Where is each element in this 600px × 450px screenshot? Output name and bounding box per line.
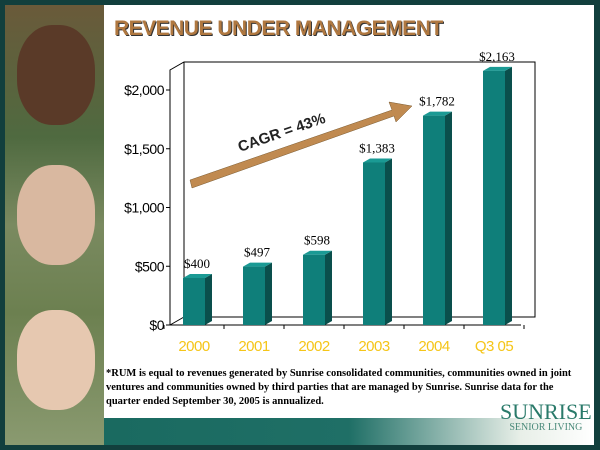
y-tick-label: $500 [135,258,165,274]
bar-top [183,274,212,278]
logo-name: SUNRISE [500,399,592,424]
bar-top [423,111,452,116]
x-tick-label: 2001 [238,338,270,355]
page-title: REVENUE UNDER MANAGEMENT [114,17,443,40]
logo-tagline: SENIOR LIVING [509,422,583,433]
bar [423,115,445,326]
bar-side [205,274,212,325]
y-tick-label: $0 [149,317,164,333]
bar-side [325,250,332,325]
data-label: $1,383 [359,140,395,155]
bar-top [243,262,272,267]
x-tick-label: Q3 05 [475,338,514,355]
content-panel [104,5,594,418]
floor-edge [169,316,185,326]
portrait-photo [17,25,95,125]
portrait-photo [17,165,95,265]
data-label: $2,163 [479,49,515,64]
photo-strip [5,5,104,445]
y-tick-label: $1,500 [124,141,165,157]
bar-side [445,111,452,326]
x-tick-label: 2000 [178,338,210,355]
bar-side [265,262,272,325]
x-tick-label: 2003 [358,338,390,355]
bar-top [363,158,392,163]
bar [183,278,205,325]
y-tick-label: $2,000 [124,82,165,98]
bar-side [505,66,512,325]
bar [363,162,385,325]
data-label: $497 [244,245,271,260]
x-tick-label: 2002 [298,338,330,355]
footnote: *RUM is equal to revenues generated by S… [106,368,572,407]
bar [303,254,325,325]
portrait-photo [17,310,95,410]
bar [483,70,505,325]
plot-frame [169,61,536,325]
bar-top [303,250,332,255]
cagr-arrow [189,101,413,189]
footer-band [104,418,594,445]
x-tick-label: 2004 [418,338,450,355]
bar [243,266,265,325]
y-tick-label: $1,000 [124,200,165,216]
bar-side [385,158,392,325]
data-label: $1,782 [419,94,455,109]
data-label: $598 [304,233,330,248]
bar-top [483,66,512,71]
data-label: $400 [184,256,210,271]
sunrise-logo: SUNRISE SENIOR LIVING [500,399,592,434]
